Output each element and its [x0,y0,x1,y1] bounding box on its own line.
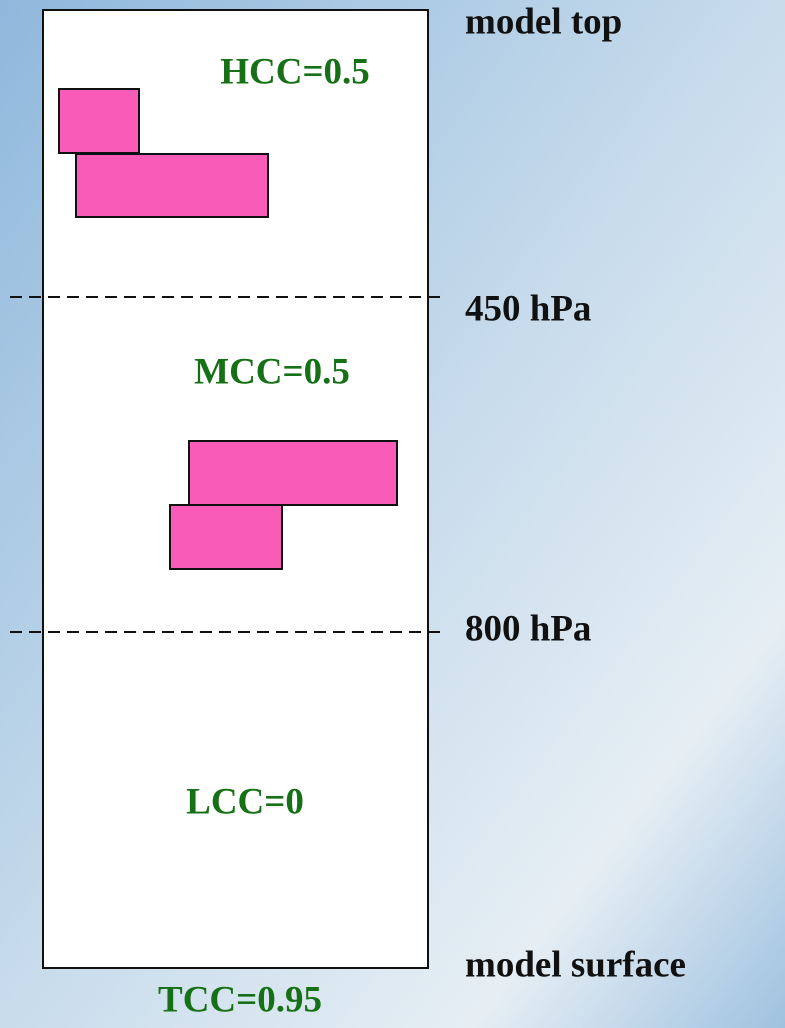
diagram: model top 450 hPa 800 hPa model surface … [0,0,785,1028]
level-label: model surface [465,944,686,985]
cloud-layer [76,154,268,217]
cloud-cover-label: LCC=0 [186,781,304,822]
cloud-cover-label: HCC=0.5 [220,51,370,92]
level-label: 800 hPa [465,608,591,649]
cloud-layer [59,89,139,153]
page: model top 450 hPa 800 hPa model surface … [0,0,785,1028]
cloud-layer [189,441,397,505]
cloud-layer [170,505,282,569]
cloud-cover-label: MCC=0.5 [194,351,350,392]
level-label: 450 hPa [465,288,591,329]
level-label: model top [465,1,622,42]
cloud-cover-label: TCC=0.95 [158,979,322,1020]
